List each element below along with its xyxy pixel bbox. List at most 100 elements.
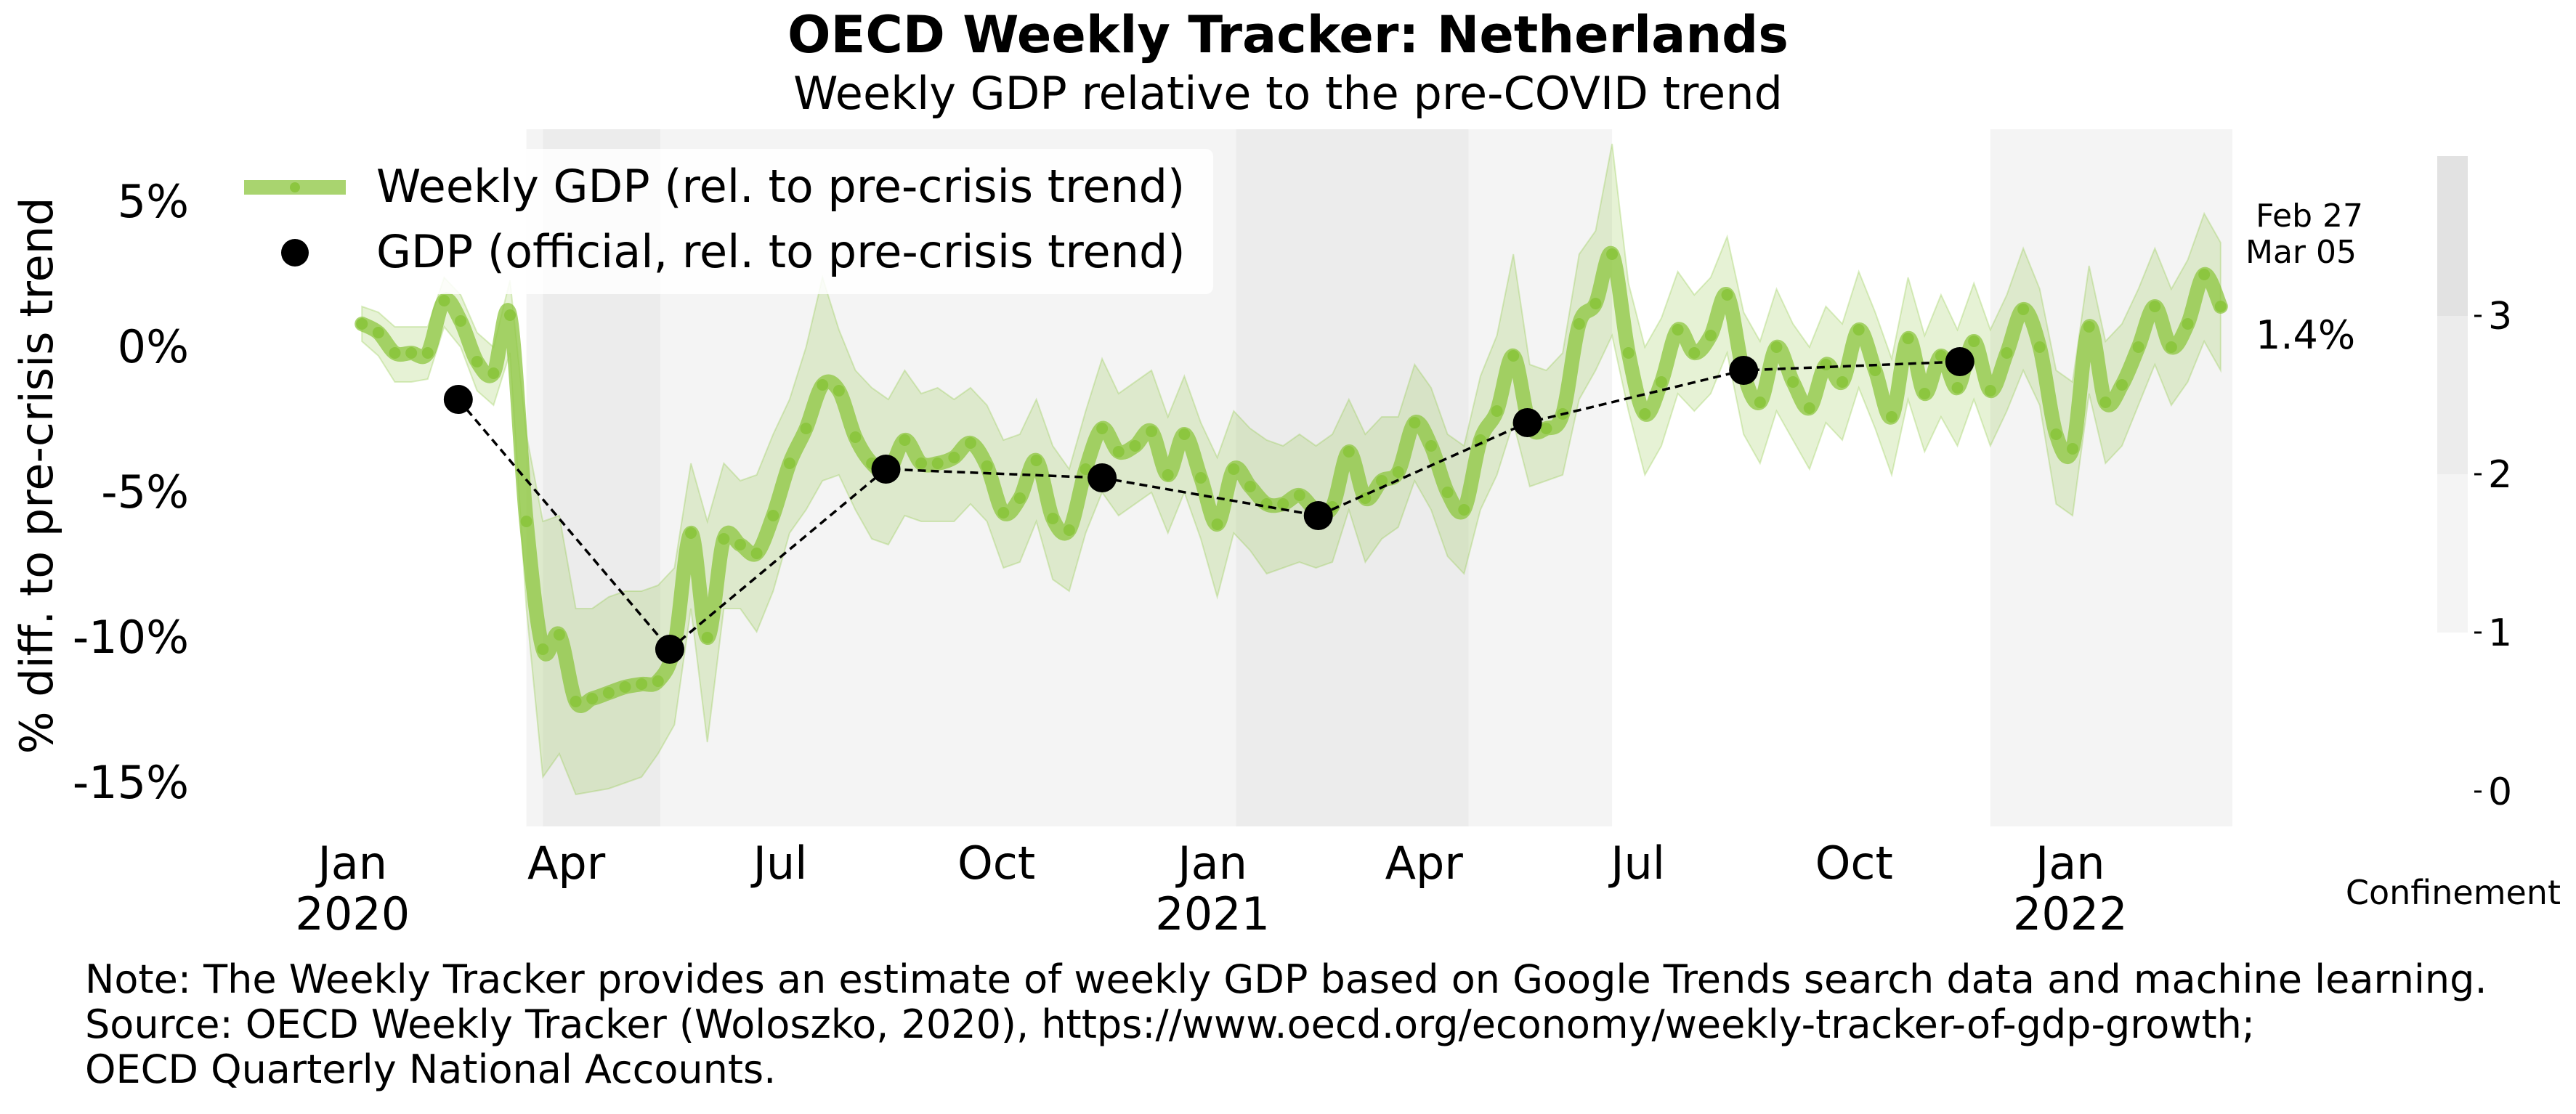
- weekly-point-35: [931, 458, 944, 469]
- weekly-point-43: [1063, 524, 1075, 536]
- weekly-point-60: [1342, 446, 1355, 458]
- weekly-point-13: [570, 696, 582, 707]
- x-tick-year-4: 2021: [1155, 887, 1270, 940]
- weekly-point-85: [1754, 397, 1766, 408]
- weekly-point-57: [1293, 489, 1305, 501]
- official-gdp-line: [457, 360, 1960, 651]
- weekly-point-96: [1935, 350, 1947, 362]
- weekly-point-1: [372, 327, 384, 338]
- y-tick-label-0: 5%: [118, 175, 189, 228]
- weekly-point-8: [487, 367, 500, 379]
- weekly-point-25: [767, 510, 779, 521]
- weekly-point-108: [2132, 341, 2144, 353]
- weekly-point-76: [1606, 248, 1619, 260]
- weekly-point-53: [1228, 463, 1240, 475]
- colorbar-level-2: [2437, 316, 2468, 474]
- weekly-point-6: [455, 315, 467, 327]
- weekly-point-21: [701, 632, 713, 643]
- weekly-point-101: [2017, 304, 2030, 315]
- official-point-1: [655, 635, 684, 664]
- weekly-point-17: [636, 678, 648, 690]
- weekly-point-42: [1047, 513, 1059, 524]
- weekly-point-37: [964, 437, 976, 449]
- weekly-point-40: [1013, 492, 1026, 504]
- weekly-point-65: [1425, 440, 1437, 452]
- legend-official-swatch: [281, 239, 309, 267]
- chart-note: Note: The Weekly Tracker provides an est…: [85, 957, 2487, 1092]
- confinement-band-5: [1990, 129, 2232, 826]
- official-point-5: [1512, 408, 1542, 437]
- weekly-point-5: [438, 295, 450, 306]
- weekly-point-82: [1704, 330, 1717, 341]
- weekly-point-99: [1984, 385, 1996, 397]
- official-point-6: [1729, 356, 1759, 385]
- weekly-point-11: [537, 643, 549, 655]
- weekly-point-16: [619, 681, 631, 693]
- weekly-point-80: [1672, 324, 1684, 336]
- official-gdp-points: [443, 347, 1974, 664]
- note-line-2: Source: OECD Weekly Tracker (Woloszko, 2…: [85, 1001, 2256, 1047]
- weekly-point-33: [899, 434, 911, 446]
- x-tick-year-8: 2022: [2013, 887, 2128, 940]
- weekly-point-94: [1902, 333, 1914, 344]
- weekly-point-51: [1194, 472, 1207, 484]
- weekly-point-28: [817, 379, 829, 391]
- weekly-point-92: [1869, 365, 1882, 376]
- weekly-point-10: [520, 516, 532, 527]
- weekly-point-103: [2050, 428, 2062, 440]
- weekly-point-14: [586, 693, 599, 704]
- weekly-point-34: [915, 458, 928, 469]
- weekly-point-81: [1688, 347, 1701, 359]
- weekly-point-23: [734, 539, 746, 550]
- weekly-point-105: [2083, 321, 2095, 333]
- weekly-point-12: [553, 629, 565, 641]
- official-point-3: [1087, 463, 1117, 492]
- weekly-point-106: [2099, 397, 2112, 408]
- weekly-point-89: [1820, 359, 1832, 370]
- weekly-point-47: [1129, 440, 1141, 452]
- weekly-point-111: [2182, 318, 2194, 330]
- weekly-point-56: [1277, 498, 1289, 510]
- colorbar-level-1: [2437, 474, 2468, 633]
- weekly-point-62: [1376, 475, 1388, 487]
- y-tick-label-4: -15%: [73, 756, 189, 809]
- y-axis-label: % diff. to pre-crisis trend: [10, 198, 63, 755]
- x-tick-label-2: Jul: [750, 837, 808, 890]
- weekly-point-78: [1639, 408, 1651, 420]
- weekly-point-30: [849, 431, 862, 443]
- y-axis-ticks: 5% 0% -5% -10% -15%: [73, 175, 189, 809]
- weekly-point-2: [389, 347, 401, 359]
- weekly-point-63: [1392, 466, 1404, 478]
- chart-subtitle: Weekly GDP relative to the pre-COVID tre…: [793, 67, 1783, 120]
- weekly-point-104: [2067, 443, 2079, 455]
- confinement-shading: [526, 129, 2232, 826]
- official-point-0: [443, 385, 473, 414]
- weekly-point-113: [2214, 301, 2227, 312]
- last-date-label-1: Feb 27: [2256, 198, 2363, 235]
- weekly-point-66: [1441, 487, 1454, 498]
- weekly-point-86: [1770, 341, 1783, 353]
- colorbar-label-0: 0: [2488, 771, 2512, 814]
- colorbar-title: Confinement: [2346, 873, 2561, 912]
- confinement-colorbar: 0 1 2 3 Confinement: [2346, 156, 2561, 912]
- weekly-point-7: [471, 356, 483, 367]
- official-point-7: [1945, 347, 1974, 376]
- weekly-point-50: [1178, 428, 1191, 440]
- weekly-point-26: [783, 458, 795, 469]
- legend: Weekly GDP (rel. to pre-crisis trend) GD…: [231, 149, 1213, 294]
- weekly-point-91: [1852, 324, 1865, 336]
- weekly-point-74: [1573, 318, 1585, 330]
- x-tick-label-8: Jan: [2033, 837, 2105, 890]
- weekly-point-20: [685, 527, 697, 539]
- weekly-point-79: [1655, 376, 1667, 388]
- weekly-point-44: [1080, 463, 1092, 475]
- official-point-4: [1303, 501, 1333, 530]
- weekly-point-75: [1589, 298, 1602, 309]
- x-tick-label-3: Oct: [957, 837, 1035, 890]
- weekly-point-39: [997, 507, 1010, 519]
- y-tick-label-2: -5%: [101, 465, 189, 519]
- weekly-point-3: [405, 347, 418, 359]
- weekly-point-109: [2149, 301, 2161, 312]
- weekly-point-48: [1146, 426, 1158, 437]
